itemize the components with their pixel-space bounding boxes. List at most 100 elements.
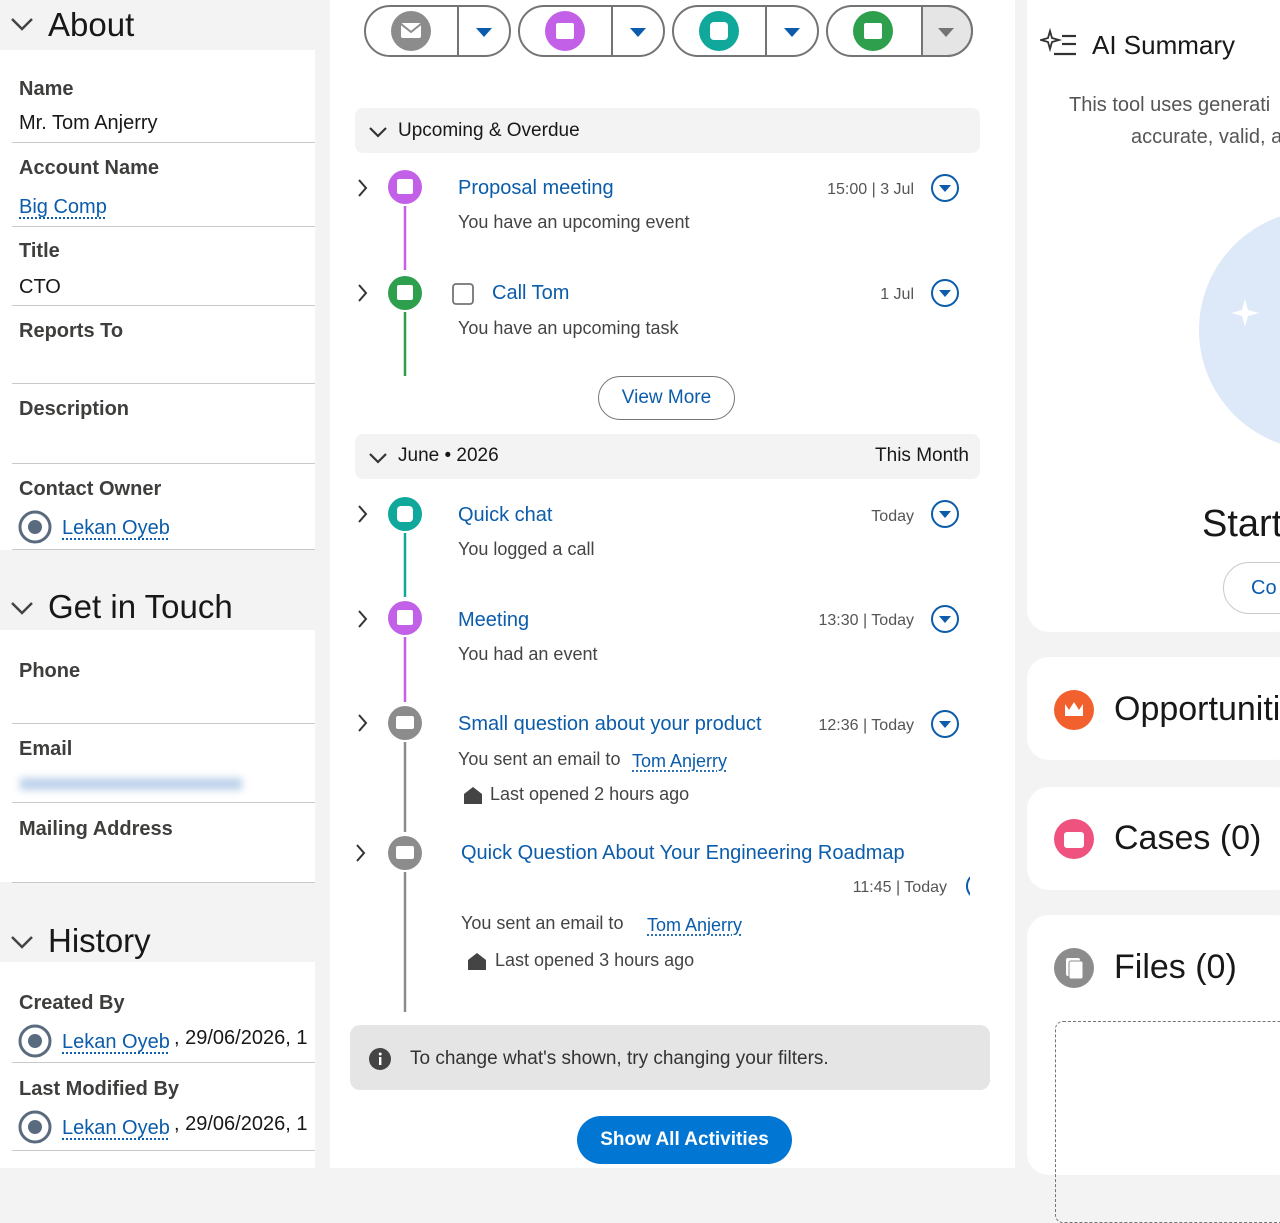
activity-title[interactable]: Call Tom — [492, 282, 570, 304]
divider — [12, 383, 315, 384]
activity-time: 12:36 | Today — [818, 717, 915, 734]
date: , 29/06/2026, 1 — [174, 1027, 308, 1049]
collapse-icon[interactable] — [368, 124, 388, 140]
related-card[interactable]: Cases (0) — [1027, 787, 1280, 890]
divider — [12, 226, 315, 227]
activity-description: You sent an email to — [458, 749, 621, 769]
activity-time: 15:00 | 3 Jul — [827, 181, 914, 198]
ai-text: accurate, valid, a — [1131, 126, 1280, 148]
activity-description: You had an event — [458, 644, 598, 664]
field-label: Description — [19, 398, 130, 420]
ai-icon — [1040, 28, 1076, 56]
activity-title[interactable]: Quick Question About Your Engineering Ro… — [461, 842, 905, 864]
filter-note: To change what's shown, try changing you… — [410, 1048, 829, 1069]
divider — [12, 723, 315, 724]
file-drop-zone[interactable] — [1055, 1021, 1280, 1223]
about-panel — [0, 50, 315, 550]
field-label: Created By — [19, 992, 125, 1014]
files-icon — [1054, 948, 1094, 988]
divider — [12, 305, 315, 306]
divider — [12, 802, 315, 803]
ai-start: Start — [1202, 503, 1280, 545]
activity-title[interactable]: Meeting — [458, 609, 530, 631]
sparkle — [1231, 299, 1259, 327]
field-label: Mailing Address — [19, 818, 173, 840]
divider — [12, 463, 315, 464]
recipient-link[interactable]: Tom Anjerry — [632, 751, 728, 771]
field-label: Contact Owner — [19, 478, 162, 500]
group-badge: This Month — [875, 445, 969, 466]
opened-status: Last opened 3 hours ago — [495, 950, 695, 970]
activity-time: 13:30 | Today — [818, 612, 915, 629]
activity-time: 1 Jul — [880, 286, 914, 303]
field-label: Last Modified By — [19, 1078, 180, 1100]
activity-time: Today — [871, 508, 914, 525]
collapse-icon[interactable] — [10, 932, 34, 952]
ai-title: AI Summary — [1092, 30, 1236, 60]
field-value: Mr. Tom Anjerry — [19, 112, 158, 134]
contact-panel — [0, 630, 315, 882]
activity-description: You have an upcoming task — [458, 318, 679, 338]
action-buttons[interactable] — [360, 0, 980, 64]
view-more-button[interactable]: View More — [598, 376, 735, 420]
section-title[interactable]: History — [48, 922, 151, 959]
info-icon — [369, 1048, 391, 1070]
user-link[interactable]: Lekan Oyeb — [62, 517, 170, 539]
field-label: Account Name — [19, 157, 160, 179]
activity-title[interactable]: Small question about your product — [458, 713, 762, 735]
collapse-icon[interactable] — [10, 598, 34, 618]
collapse-icon[interactable] — [10, 14, 34, 34]
activity-panel — [330, 0, 1015, 1168]
activity-description: You sent an email to — [461, 913, 624, 933]
cases-icon — [1054, 819, 1094, 859]
activity-description: You logged a call — [458, 539, 595, 559]
field-value: CTO — [19, 276, 61, 298]
divider — [12, 142, 315, 143]
activity-time: 11:45 | Today — [852, 879, 947, 896]
related-title: Cases (0) — [1114, 819, 1262, 857]
date: , 29/06/2026, 1 — [174, 1113, 308, 1135]
divider — [12, 882, 315, 883]
divider — [12, 549, 315, 550]
group-header[interactable] — [355, 108, 980, 153]
timeline — [356, 170, 970, 1012]
section-title[interactable]: About — [48, 6, 135, 43]
section-title[interactable]: Get in Touch — [48, 588, 233, 625]
avatar — [18, 1024, 52, 1058]
group-title: Upcoming & Overdue — [398, 120, 580, 141]
ai-illustration — [1199, 210, 1280, 450]
ai-text: This tool uses generati — [1069, 94, 1271, 116]
avatar — [18, 1110, 52, 1144]
activity-title[interactable]: Proposal meeting — [458, 177, 614, 199]
group-header[interactable] — [355, 434, 980, 479]
related-card[interactable]: Opportuniti — [1027, 657, 1280, 760]
related-card[interactable]: Files (0) — [1027, 915, 1280, 1223]
ai-summary-card: AI Summary This tool uses generati accur… — [1027, 0, 1280, 632]
activity-title[interactable]: Quick chat — [458, 504, 553, 526]
collapse-icon[interactable] — [368, 450, 388, 466]
related-title: Files (0) — [1114, 948, 1237, 986]
field-label: Email — [19, 738, 73, 760]
recipient-link[interactable]: Tom Anjerry — [647, 915, 743, 935]
history-panel — [0, 962, 315, 1168]
field-label: Reports To — [19, 320, 124, 342]
filter-note-box — [350, 1025, 990, 1090]
blurred-email — [20, 778, 242, 790]
opened-status: Last opened 2 hours ago — [490, 784, 690, 804]
divider — [12, 1062, 315, 1063]
group-title: June • 2026 — [398, 445, 499, 466]
related-title: Opportuniti — [1114, 690, 1280, 728]
ai-button[interactable]: Co — [1223, 562, 1280, 614]
activity-description: You have an upcoming event — [458, 212, 690, 232]
account-link[interactable]: Big Comp — [19, 196, 107, 218]
opened-icon — [468, 953, 486, 970]
opened-icon — [464, 787, 482, 804]
divider — [12, 1150, 315, 1151]
field-label: Name — [19, 78, 74, 100]
field-label: Phone — [19, 660, 81, 682]
user-link[interactable]: Lekan Oyeb — [62, 1031, 170, 1053]
show-all-button[interactable]: Show All Activities — [577, 1116, 792, 1164]
user-link[interactable]: Lekan Oyeb — [62, 1117, 170, 1139]
opportunity-icon — [1054, 690, 1094, 730]
